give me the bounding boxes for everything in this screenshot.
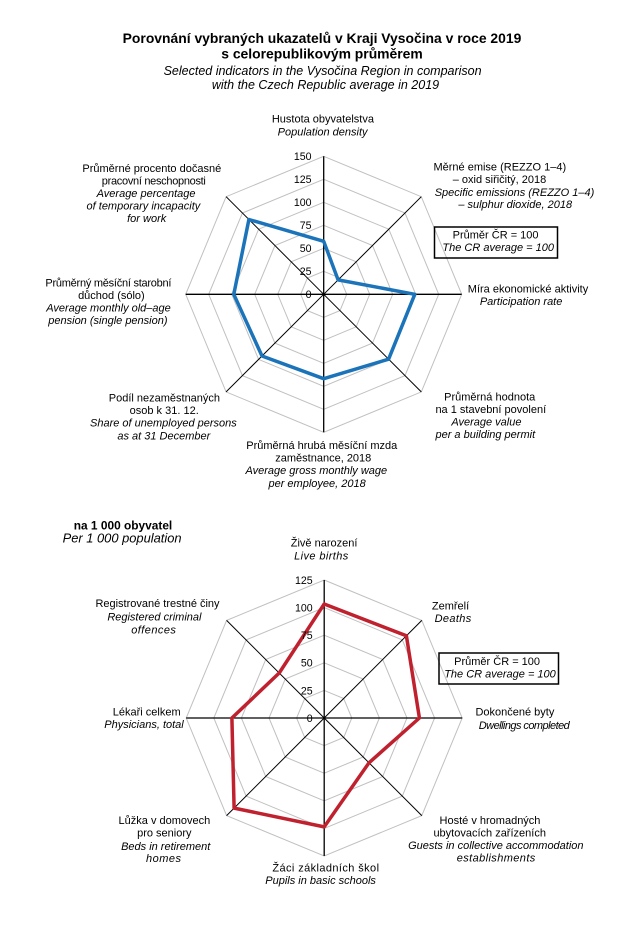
svg-text:Průměrný měsíční starobní: Průměrný měsíční starobní xyxy=(45,278,171,290)
svg-text:Average gross monthly wage: Average gross monthly wage xyxy=(244,465,387,477)
svg-text:100: 100 xyxy=(294,197,312,209)
svg-text:s celorepublikovým průměrem: s celorepublikovým průměrem xyxy=(221,46,423,62)
svg-text:Per 1 000 population: Per 1 000 population xyxy=(63,531,182,546)
svg-text:důchod (sólo): důchod (sólo) xyxy=(78,290,145,302)
svg-text:Hustota obyvatelstva: Hustota obyvatelstva xyxy=(272,114,375,126)
svg-text:Registrované trestné činy: Registrované trestné činy xyxy=(95,598,220,610)
svg-text:Dokončené byty: Dokončené byty xyxy=(475,706,554,718)
svg-text:Lékaři celkem: Lékaři celkem xyxy=(113,707,181,719)
svg-text:Registered criminal: Registered criminal xyxy=(107,611,202,623)
svg-text:75: 75 xyxy=(301,630,313,642)
svg-text:Živě narození: Živě narození xyxy=(291,537,358,550)
svg-text:50: 50 xyxy=(301,658,313,670)
svg-text:Podíl nezaměstnaných: Podíl nezaměstnaných xyxy=(109,393,220,405)
svg-text:per a building permit: per a building permit xyxy=(434,429,536,441)
svg-text:Beds in retirement: Beds in retirement xyxy=(121,841,211,853)
svg-text:– oxid siřičitý, 2018: – oxid siřičitý, 2018 xyxy=(453,174,547,186)
svg-text:50: 50 xyxy=(300,243,312,255)
svg-text:Průměr ČR = 100: Průměr ČR = 100 xyxy=(453,229,539,242)
svg-text:pension (single pension): pension (single pension) xyxy=(47,315,168,327)
svg-text:homes: homes xyxy=(146,853,182,865)
svg-text:Average percentage: Average percentage xyxy=(96,188,196,200)
svg-text:Live births: Live births xyxy=(294,551,349,563)
svg-text:Hosté v hromadných: Hosté v hromadných xyxy=(440,815,541,827)
svg-text:125: 125 xyxy=(294,174,312,186)
svg-text:Selected indicators in the Vys: Selected indicators in the Vysočina Regi… xyxy=(164,64,482,78)
svg-text:Dwellings completed: Dwellings completed xyxy=(479,720,571,732)
svg-text:The CR average = 100: The CR average = 100 xyxy=(444,668,556,680)
svg-text:Population density: Population density xyxy=(278,126,369,138)
svg-text:– sulphur dioxide, 2018: – sulphur dioxide, 2018 xyxy=(457,199,573,211)
svg-text:Average monthly old–age: Average monthly old–age xyxy=(45,303,171,315)
svg-text:The CR average = 100: The CR average = 100 xyxy=(442,242,554,254)
svg-text:Physicians, total: Physicians, total xyxy=(104,719,184,731)
svg-text:125: 125 xyxy=(295,575,313,587)
svg-text:0: 0 xyxy=(306,289,312,301)
svg-text:Průměrné procento dočasné: Průměrné procento dočasné xyxy=(82,163,221,175)
svg-text:Pupils in basic schools: Pupils in basic schools xyxy=(265,875,376,887)
svg-text:ubytovacích zařízeních: ubytovacích zařízeních xyxy=(433,828,546,840)
svg-text:Deaths: Deaths xyxy=(435,613,472,625)
svg-text:100: 100 xyxy=(295,603,313,615)
svg-text:25: 25 xyxy=(300,266,312,278)
svg-text:per employee, 2018: per employee, 2018 xyxy=(267,478,366,490)
svg-text:Share of unemployed persons: Share of unemployed persons xyxy=(90,418,237,430)
svg-text:Míra ekonomické aktivity: Míra ekonomické aktivity xyxy=(468,283,589,295)
svg-text:Porovnání vybraných ukazatelů: Porovnání vybraných ukazatelů v Kraji Vy… xyxy=(123,30,522,46)
svg-text:as at 31 December: as at 31 December xyxy=(117,430,211,442)
svg-text:for work: for work xyxy=(127,213,167,225)
svg-text:Lůžka v domovech: Lůžka v domovech xyxy=(119,815,211,827)
svg-text:Žáci základních škol: Žáci základních škol xyxy=(272,861,379,874)
svg-text:pracovní neschopnosti: pracovní neschopnosti xyxy=(102,175,206,187)
svg-text:osob k 31. 12.: osob k 31. 12. xyxy=(130,405,199,417)
svg-text:Měrné emise (REZZO 1–4): Měrné emise (REZZO 1–4) xyxy=(433,161,566,173)
svg-text:establishments: establishments xyxy=(457,853,536,865)
svg-text:Zemřelí: Zemřelí xyxy=(432,601,469,613)
svg-text:Average value: Average value xyxy=(450,416,521,428)
svg-text:25: 25 xyxy=(301,685,313,697)
svg-text:with the Czech Republic averag: with the Czech Republic average in 2019 xyxy=(212,78,439,92)
svg-text:offences: offences xyxy=(131,624,176,636)
svg-text:Průměrná hodnota: Průměrná hodnota xyxy=(444,392,536,404)
svg-text:Průměrná hrubá měsíční mzda: Průměrná hrubá měsíční mzda xyxy=(246,440,398,452)
svg-text:pro seniory: pro seniory xyxy=(137,828,192,840)
svg-text:Specific emissions (REZZO 1–4): Specific emissions (REZZO 1–4) xyxy=(435,187,595,199)
svg-text:150: 150 xyxy=(294,151,312,163)
svg-text:75: 75 xyxy=(300,220,312,232)
svg-text:Participation rate: Participation rate xyxy=(480,296,563,308)
svg-text:Průměr ČR = 100: Průměr ČR = 100 xyxy=(454,655,540,668)
svg-text:na 1 stavební povolení: na 1 stavební povolení xyxy=(435,404,546,416)
svg-text:of temporary incapacity: of temporary incapacity xyxy=(87,201,202,213)
svg-text:Guests in collective accommoda: Guests in collective accommodation xyxy=(408,840,583,852)
svg-text:0: 0 xyxy=(307,713,313,725)
svg-text:zaměstnance, 2018: zaměstnance, 2018 xyxy=(275,452,371,464)
svg-text:na 1 000 obyvatel: na 1 000 obyvatel xyxy=(74,519,172,533)
